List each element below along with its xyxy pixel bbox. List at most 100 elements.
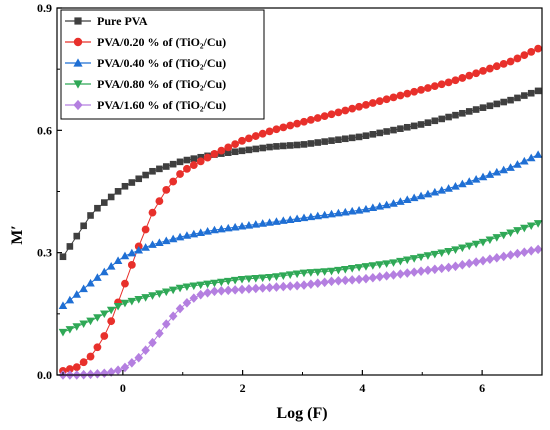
data-point	[485, 254, 495, 265]
data-point	[314, 139, 322, 146]
legend-label: Pure PVA	[97, 14, 148, 28]
legend-item: PVA/0.40 % of (TiO₂/Cu)	[65, 56, 226, 70]
data-point	[106, 306, 116, 315]
data-point	[265, 274, 274, 282]
data-point	[382, 271, 391, 281]
data-point	[230, 222, 240, 231]
data-point	[189, 161, 198, 169]
data-point	[341, 106, 350, 115]
legend: Pure PVA PVA/0.20 % of (TiO₂/Cu) PVA/0.40 …	[60, 9, 265, 120]
data-point	[183, 164, 191, 173]
data-point	[506, 163, 515, 171]
data-point	[93, 369, 102, 379]
data-point	[492, 167, 502, 176]
data-point	[299, 280, 309, 290]
data-point	[354, 205, 364, 214]
data-point	[79, 320, 88, 329]
data-point	[478, 238, 488, 247]
data-point	[492, 62, 501, 71]
data-point	[328, 137, 335, 144]
data-point	[237, 284, 247, 295]
data-point	[258, 283, 267, 293]
legend-item: PVA/0.20 % of (TiO₂/Cu)	[65, 35, 226, 49]
data-point	[355, 133, 363, 141]
data-point	[410, 87, 419, 96]
y-tick-label: 0.0	[37, 368, 52, 382]
data-point	[93, 314, 102, 322]
data-point	[458, 260, 467, 270]
data-point	[534, 87, 542, 95]
data-point	[397, 125, 404, 132]
data-point	[382, 200, 391, 209]
data-point	[169, 160, 177, 168]
data-point	[86, 317, 95, 326]
data-point	[224, 143, 233, 152]
data-point	[493, 100, 501, 108]
data-point	[465, 108, 473, 115]
data-point	[430, 250, 440, 259]
data-point	[182, 298, 192, 308]
data-point	[203, 287, 212, 298]
data-point	[355, 102, 363, 111]
data-point	[161, 236, 171, 245]
data-point	[80, 222, 87, 230]
y-axis-label: M′	[9, 225, 26, 245]
data-point	[306, 115, 315, 124]
data-point	[72, 363, 81, 372]
data-point	[65, 326, 75, 334]
data-point	[223, 223, 233, 232]
data-point	[251, 132, 260, 140]
data-point	[451, 76, 460, 85]
data-point	[196, 289, 206, 300]
data-point	[458, 244, 467, 253]
data-point	[513, 160, 522, 168]
data-point	[142, 171, 149, 179]
data-point	[244, 275, 254, 284]
data-point	[86, 369, 95, 380]
data-point	[285, 271, 295, 280]
data-point	[121, 279, 129, 288]
data-point	[258, 219, 267, 227]
data-point	[464, 177, 474, 185]
data-point	[107, 193, 115, 201]
data-point	[72, 290, 82, 298]
data-point	[86, 278, 95, 287]
data-point	[273, 143, 280, 150]
data-point	[299, 269, 309, 278]
data-point	[148, 208, 157, 217]
data-point	[182, 231, 192, 239]
data-point	[168, 311, 178, 321]
legend-marker	[74, 17, 82, 25]
data-point	[382, 95, 391, 104]
data-point	[265, 127, 274, 136]
data-point	[203, 153, 212, 162]
data-point	[100, 368, 109, 379]
data-point	[383, 128, 390, 135]
data-point	[162, 185, 171, 194]
data-point	[272, 217, 281, 225]
data-point	[121, 182, 129, 190]
data-point	[403, 123, 411, 131]
data-point	[237, 275, 247, 284]
data-point	[416, 266, 426, 276]
data-point	[279, 272, 288, 280]
data-point	[320, 210, 329, 219]
data-point	[327, 267, 336, 276]
data-point	[430, 264, 440, 275]
data-point	[300, 141, 308, 148]
data-point	[526, 245, 536, 256]
data-point	[341, 207, 350, 216]
data-point	[161, 288, 171, 297]
data-point	[389, 259, 398, 267]
data-point	[445, 113, 452, 121]
x-tick-label: 2	[240, 381, 246, 395]
data-point	[334, 266, 343, 275]
data-point	[506, 57, 515, 66]
data-point	[423, 189, 433, 198]
data-point	[335, 136, 342, 144]
data-point	[210, 279, 219, 288]
data-point	[224, 149, 232, 156]
data-point	[217, 286, 226, 296]
data-point	[223, 285, 233, 296]
data-point	[471, 257, 481, 267]
